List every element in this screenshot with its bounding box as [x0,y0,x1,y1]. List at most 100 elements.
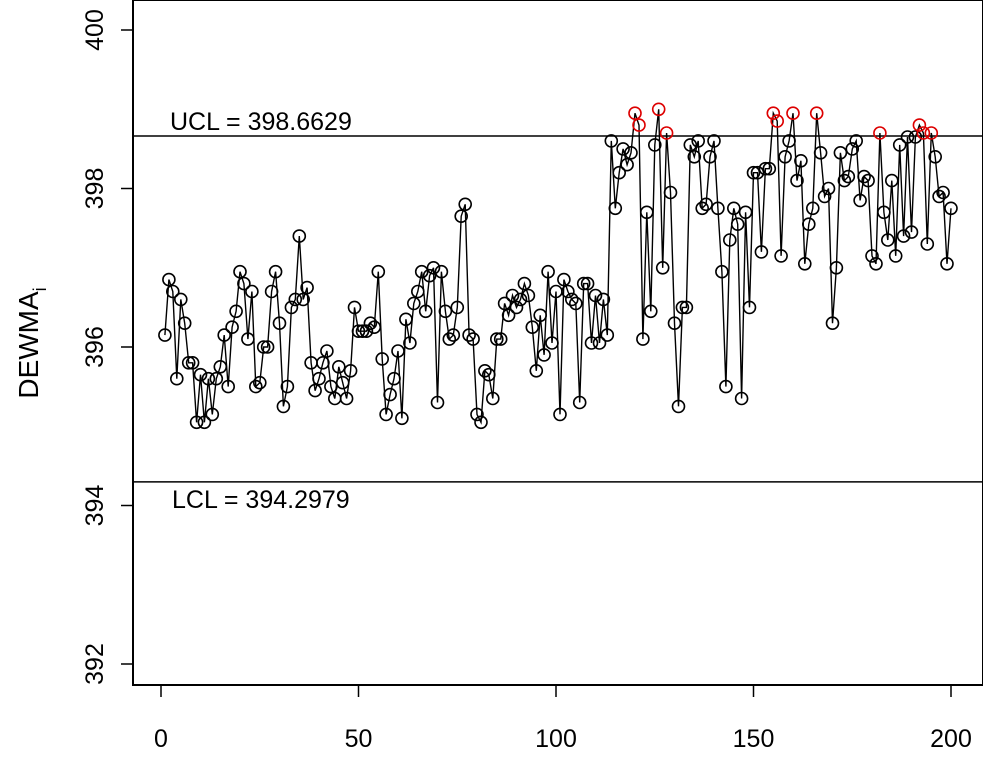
data-point [434,264,449,279]
data-point [841,169,856,184]
y-tick-label: 394 [81,485,109,527]
data-point [932,189,946,204]
data-point [801,217,816,231]
data-point [600,328,615,342]
data-series [158,102,958,430]
data-point [438,304,453,319]
data-point [347,300,362,315]
data-point [655,260,670,275]
y-axis-title: DEWMAi [13,287,50,398]
data-point [833,146,848,160]
data-point [936,185,950,200]
x-tick-label: 0 [154,725,168,753]
data-point [395,411,409,426]
data-point [489,332,504,346]
data-point [458,197,473,212]
data-point [821,181,836,196]
data-point [189,415,204,430]
data-point [896,229,911,243]
data-point [869,256,883,271]
data-point [888,249,903,263]
data-point [284,300,299,315]
data-point [462,328,476,342]
data-point [541,264,555,279]
data-point [335,375,350,390]
data-point [399,312,413,327]
out-of-control-point [924,126,939,140]
data-point [450,300,465,315]
data-point [667,316,682,331]
data-point [375,352,390,366]
data-point [707,134,721,148]
data-point [359,324,374,339]
data-point [695,201,710,216]
data-point [865,249,879,263]
out-of-control-point [916,126,931,140]
data-point [794,154,808,168]
data-point [908,130,923,144]
data-point [782,134,796,148]
data-point [249,379,263,394]
data-point [805,201,820,216]
data-point [687,150,702,164]
data-point [940,256,954,271]
data-point [580,276,595,291]
data-point [403,336,417,350]
data-point [584,336,599,350]
data-point [470,407,484,422]
data-point [877,205,891,220]
data-point [339,391,354,406]
data-point [742,300,757,315]
data-point [363,316,378,331]
data-point [355,324,370,339]
data-point [331,359,346,374]
data-point [726,201,741,216]
x-tick-label: 50 [345,725,373,753]
data-point [288,292,303,307]
data-point [260,340,275,354]
out-of-control-point [632,118,646,132]
out-of-control-point [770,114,785,128]
data-point [177,316,192,331]
data-point [501,308,516,323]
data-point [790,173,804,188]
data-point [750,165,765,180]
data-point [174,292,188,307]
data-point [537,348,551,362]
data-point [320,344,334,358]
y-axis-title-main: DEWMA [13,291,44,399]
data-point [252,375,267,390]
out-of-control-point [659,126,674,140]
out-of-control-point [912,118,927,132]
data-point [525,320,540,335]
data-point [529,363,544,378]
data-point [308,383,322,398]
data-point [241,332,255,346]
out-of-control-point [873,126,887,140]
data-point [568,296,583,311]
data-point [608,201,623,216]
data-point [300,280,314,295]
data-point [588,288,603,303]
x-tick-label: 200 [930,725,972,753]
out-of-control-point [766,106,781,120]
data-point [691,134,706,148]
data-point [904,225,919,239]
data-point [225,320,239,335]
data-point [825,316,840,331]
lcl-label: LCL = 394.2979 [172,486,350,514]
data-point [620,157,634,172]
data-point [636,332,650,346]
y-axis-title-subscript: i [30,287,50,291]
data-point [158,328,172,342]
data-point [817,189,832,204]
data-point [162,272,176,287]
data-point [181,355,196,370]
data-point [734,391,749,406]
data-point [383,387,397,402]
data-point [884,173,899,188]
data-point [944,201,958,216]
data-point [900,130,915,144]
data-point [466,332,480,346]
data-point [268,264,283,279]
